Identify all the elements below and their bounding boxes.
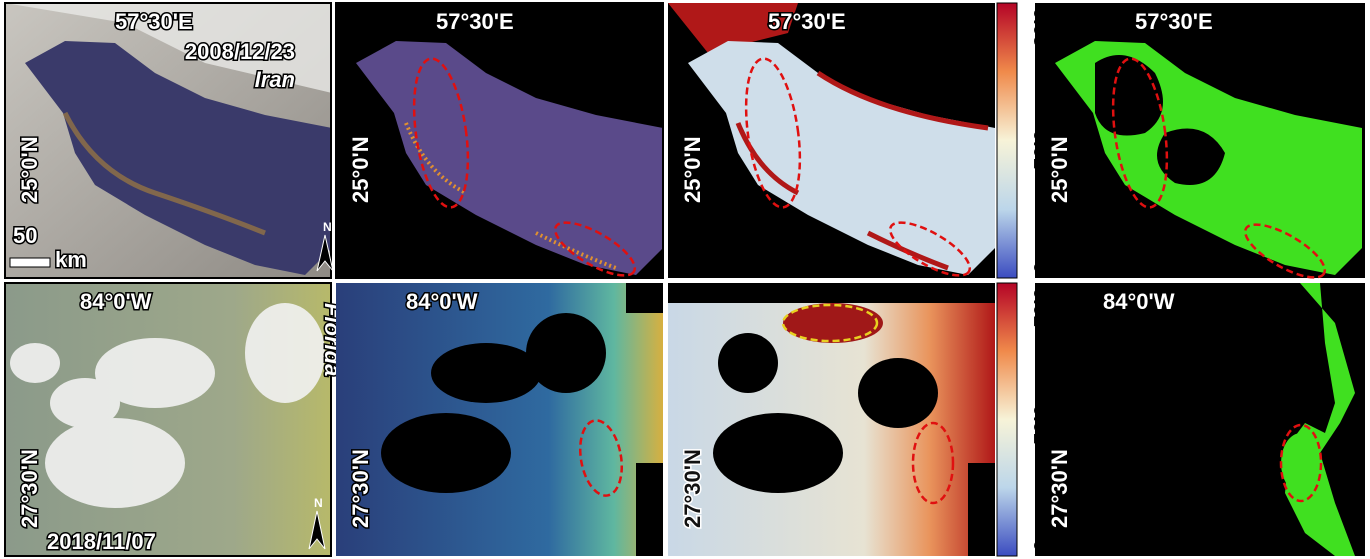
north-label: N [314,496,323,510]
region-label: Iran [255,67,295,92]
figure: 57°30'E 2008/12/23 Iran 25°0'N 50 km N 5… [0,0,1370,559]
longitude-label: 84°0'W [1103,289,1175,314]
date-label: 2008/12/23 [185,39,295,64]
longitude-label: 57°30'E [436,9,514,34]
latitude-label: 27°30'N [348,449,373,528]
true-color-panel: 84°0'W Florida 27°30'N 2018/11/07 N [5,283,345,556]
scale-bar-value: 50 [13,223,37,248]
latitude-label: 27°30'N [680,449,705,528]
latitude-label: 25°0'N [17,136,42,203]
longitude-label: 57°30'E [1135,9,1213,34]
longitude-label: 57°30'E [768,9,846,34]
concentration-panel: 57°30'E 25°0'N [668,3,995,285]
date-label: 2018/11/07 [47,529,156,554]
scale-bar-unit: km [55,247,87,272]
latitude-label: 25°0'N [348,136,373,203]
row-1: 57°30'E 2008/12/23 Iran 25°0'N 50 km N 5… [5,3,1365,287]
latitude-label: 27°30'N [17,449,42,528]
index-panel: 57°30'E 25°0'N [336,3,663,285]
north-label: N [323,220,332,234]
index-panel: 84°0'W 27°30'N [336,283,663,556]
detection-panel: 57°30'E 25°0'N [1035,3,1365,287]
latitude-label: 27°30'N [1047,449,1072,528]
longitude-label: 84°0'W [406,289,478,314]
longitude-label: 84°0'W [80,289,152,314]
row-2: 84°0'W Florida 27°30'N 2018/11/07 N 84°0… [5,283,1365,556]
true-color-panel: 57°30'E 2008/12/23 Iran 25°0'N 50 km N [5,3,333,278]
latitude-label: 25°0'N [680,136,705,203]
latitude-label: 25°0'N [1047,136,1072,203]
scale-bar [10,258,50,267]
concentration-panel: 27°30'N [668,283,995,556]
detection-panel: 84°0'W 27°30'N [1035,283,1365,556]
longitude-label: 57°30'E [115,9,193,34]
